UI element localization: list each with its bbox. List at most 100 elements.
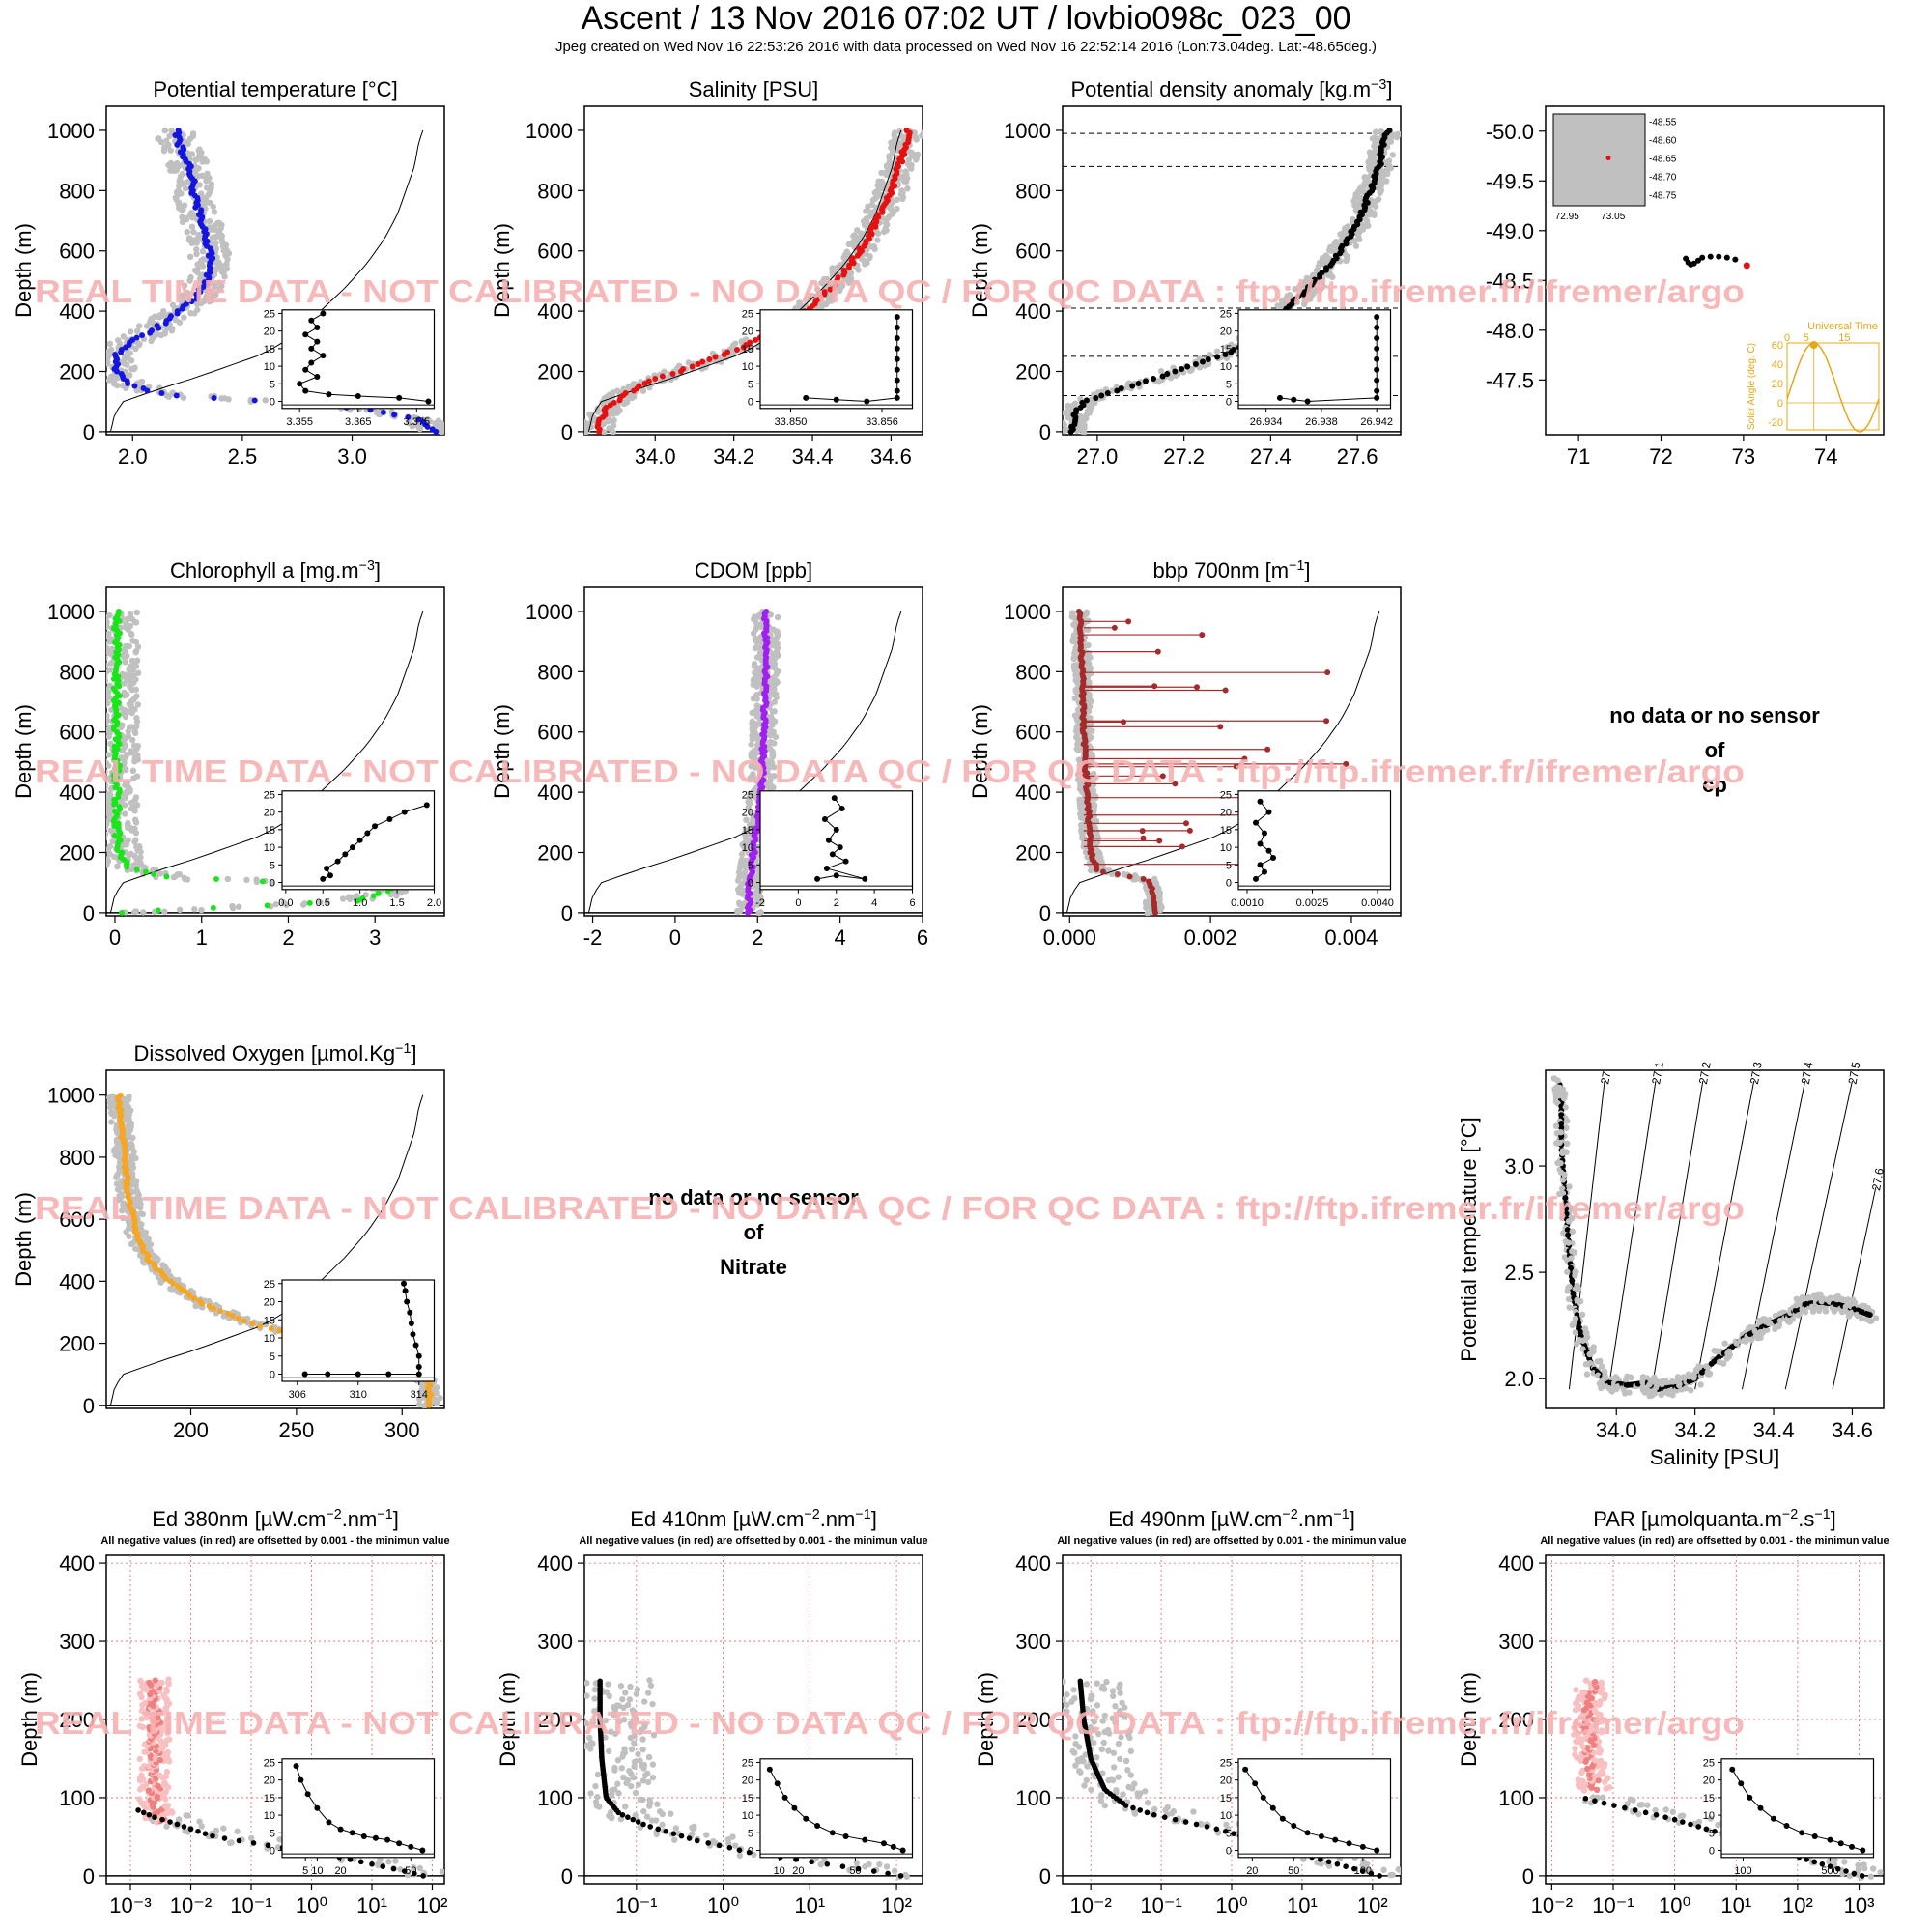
background-profile-point — [99, 629, 104, 635]
background-profile-point — [132, 686, 140, 693]
background-profile-point — [229, 902, 236, 910]
background-profile-point — [771, 698, 778, 705]
background-profile-point — [93, 747, 99, 753]
inset-point — [894, 377, 900, 384]
background-profile-point — [99, 722, 105, 727]
background-profile-point — [1396, 130, 1401, 138]
panel-sal: Salinity [PSU]Depth (m)34.0 34.2 34.4 34.60… — [490, 77, 923, 469]
y-tick-label: 1000 — [526, 119, 573, 143]
title-part: ] — [1386, 77, 1392, 101]
profile-point — [753, 337, 759, 344]
background-profile-point — [121, 759, 128, 767]
inset-line — [816, 874, 837, 880]
x-tick-label: 27.0 — [1076, 444, 1118, 469]
inset-point — [1257, 862, 1264, 868]
inset-y-tick-label: 5 — [748, 379, 753, 390]
profile-point — [1140, 875, 1147, 882]
spike-point — [1323, 718, 1330, 724]
background-profile-point — [133, 327, 141, 335]
background-profile-point — [107, 791, 114, 799]
background-profile-point — [742, 336, 750, 343]
background-profile-point — [133, 657, 141, 664]
background-profile-point — [95, 823, 100, 829]
title-part: ] — [375, 558, 381, 582]
profile-point — [391, 412, 398, 418]
profile-point — [163, 873, 170, 880]
profile-point — [1135, 380, 1142, 386]
profile-point — [695, 361, 701, 368]
background-profile-point — [748, 741, 754, 748]
plot-title: CDOM [ppb] — [695, 558, 812, 582]
background-profile-point — [774, 613, 781, 621]
background-profile-point — [1088, 396, 1094, 404]
title-part: ] — [411, 1041, 416, 1065]
inset-line — [328, 393, 358, 397]
figure-subtitle: Jpeg created on Wed Nov 16 22:53:26 2016… — [554, 39, 1378, 55]
title-superscript: −1 — [395, 1041, 411, 1057]
background-profile-point — [131, 364, 138, 371]
background-profile-point — [772, 733, 780, 741]
no-data-label-line1: no data or no sensor — [1609, 703, 1820, 727]
background-profile-point — [200, 298, 208, 305]
locator-y-tick-label: -48.75 — [1649, 191, 1677, 202]
panel-oxy: Dissolved Oxygen [µmol.Kg−1]Depth (m)200… — [12, 1041, 445, 1442]
background-profile-point — [111, 1146, 119, 1152]
title-part: bbp 700nm [m — [1152, 558, 1289, 582]
background-profile-point — [121, 1095, 128, 1103]
profile-point — [603, 404, 610, 411]
locator-y-tick-label: -48.60 — [1649, 136, 1677, 147]
background-profile-point — [161, 908, 168, 915]
background-profile-point — [169, 301, 177, 308]
background-profile-point — [199, 271, 206, 278]
background-profile-point — [1345, 223, 1351, 230]
background-profile-point — [134, 669, 142, 676]
profile-point — [1126, 873, 1133, 880]
background-profile-point — [120, 1214, 127, 1222]
x-tick-label: 1 — [196, 925, 208, 950]
background-profile-point — [115, 337, 122, 344]
background-profile-point — [854, 227, 861, 234]
inset-frame — [1237, 309, 1392, 410]
profile-point — [133, 334, 140, 341]
background-profile-point — [97, 820, 102, 826]
background-profile-point — [106, 638, 107, 640]
plot-frame — [1062, 105, 1402, 436]
background-profile-point — [213, 254, 220, 261]
background-profile-point — [181, 202, 188, 209]
inset-point — [1265, 847, 1272, 854]
x-tick-label: 0.002 — [1184, 925, 1237, 950]
background-profile-point — [99, 792, 104, 798]
background-profile-point — [203, 185, 211, 191]
y-tick-label: 800 — [59, 660, 95, 684]
background-profile-point — [121, 689, 128, 696]
inset-point — [320, 875, 327, 882]
background-profile-point — [137, 1210, 145, 1217]
inset-x-tick-label: 0.0040 — [1361, 897, 1394, 909]
inset-point — [821, 815, 828, 822]
inset-x-tick-label: 3.365 — [345, 416, 372, 428]
background-profile-point — [205, 1297, 213, 1305]
inset-y-tick-label: 15 — [742, 344, 753, 355]
background-profile-point — [1332, 245, 1339, 253]
inset-point — [1262, 868, 1267, 875]
background-profile-point — [140, 909, 147, 916]
inset-y-tick-label: 10 — [1220, 361, 1232, 373]
background-profile-point — [128, 1153, 135, 1160]
inset-y-tick-label: 20 — [1220, 808, 1232, 819]
profile-point — [118, 370, 125, 377]
inset-point — [894, 345, 900, 352]
background-profile-point — [1065, 402, 1071, 410]
background-profile-point — [98, 742, 103, 748]
locator-y-tick-label: -48.70 — [1649, 173, 1677, 184]
density-overlay-line — [109, 611, 424, 914]
no-data-label-nitrate: Nitrate — [720, 1255, 787, 1279]
inset-point — [302, 366, 309, 373]
inset-x-tick-label: 26.938 — [1305, 416, 1338, 428]
background-profile-point — [625, 383, 633, 390]
inset-x-tick-label: -2 — [755, 897, 765, 909]
background-profile-point — [601, 429, 608, 435]
inset-point — [1374, 325, 1380, 331]
y-tick-label: -48.5 — [1486, 269, 1534, 293]
y-axis-label: Depth (m) — [490, 704, 514, 799]
solar-x-tick-label: 5 — [1804, 332, 1809, 344]
